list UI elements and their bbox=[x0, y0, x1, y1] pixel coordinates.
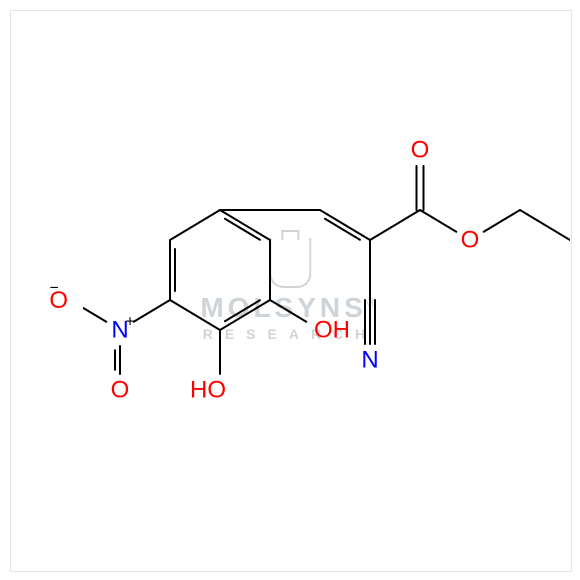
svg-text:HO: HO bbox=[190, 377, 226, 404]
svg-text:−: − bbox=[49, 280, 58, 297]
svg-text:+: + bbox=[125, 314, 134, 331]
svg-text:O: O bbox=[411, 137, 430, 164]
svg-text:OH: OH bbox=[314, 317, 350, 344]
svg-text:O: O bbox=[111, 377, 130, 404]
svg-text:N: N bbox=[361, 347, 378, 374]
molecule-svg: OHHON+OO−NOO bbox=[10, 10, 570, 570]
svg-text:O: O bbox=[461, 227, 480, 254]
